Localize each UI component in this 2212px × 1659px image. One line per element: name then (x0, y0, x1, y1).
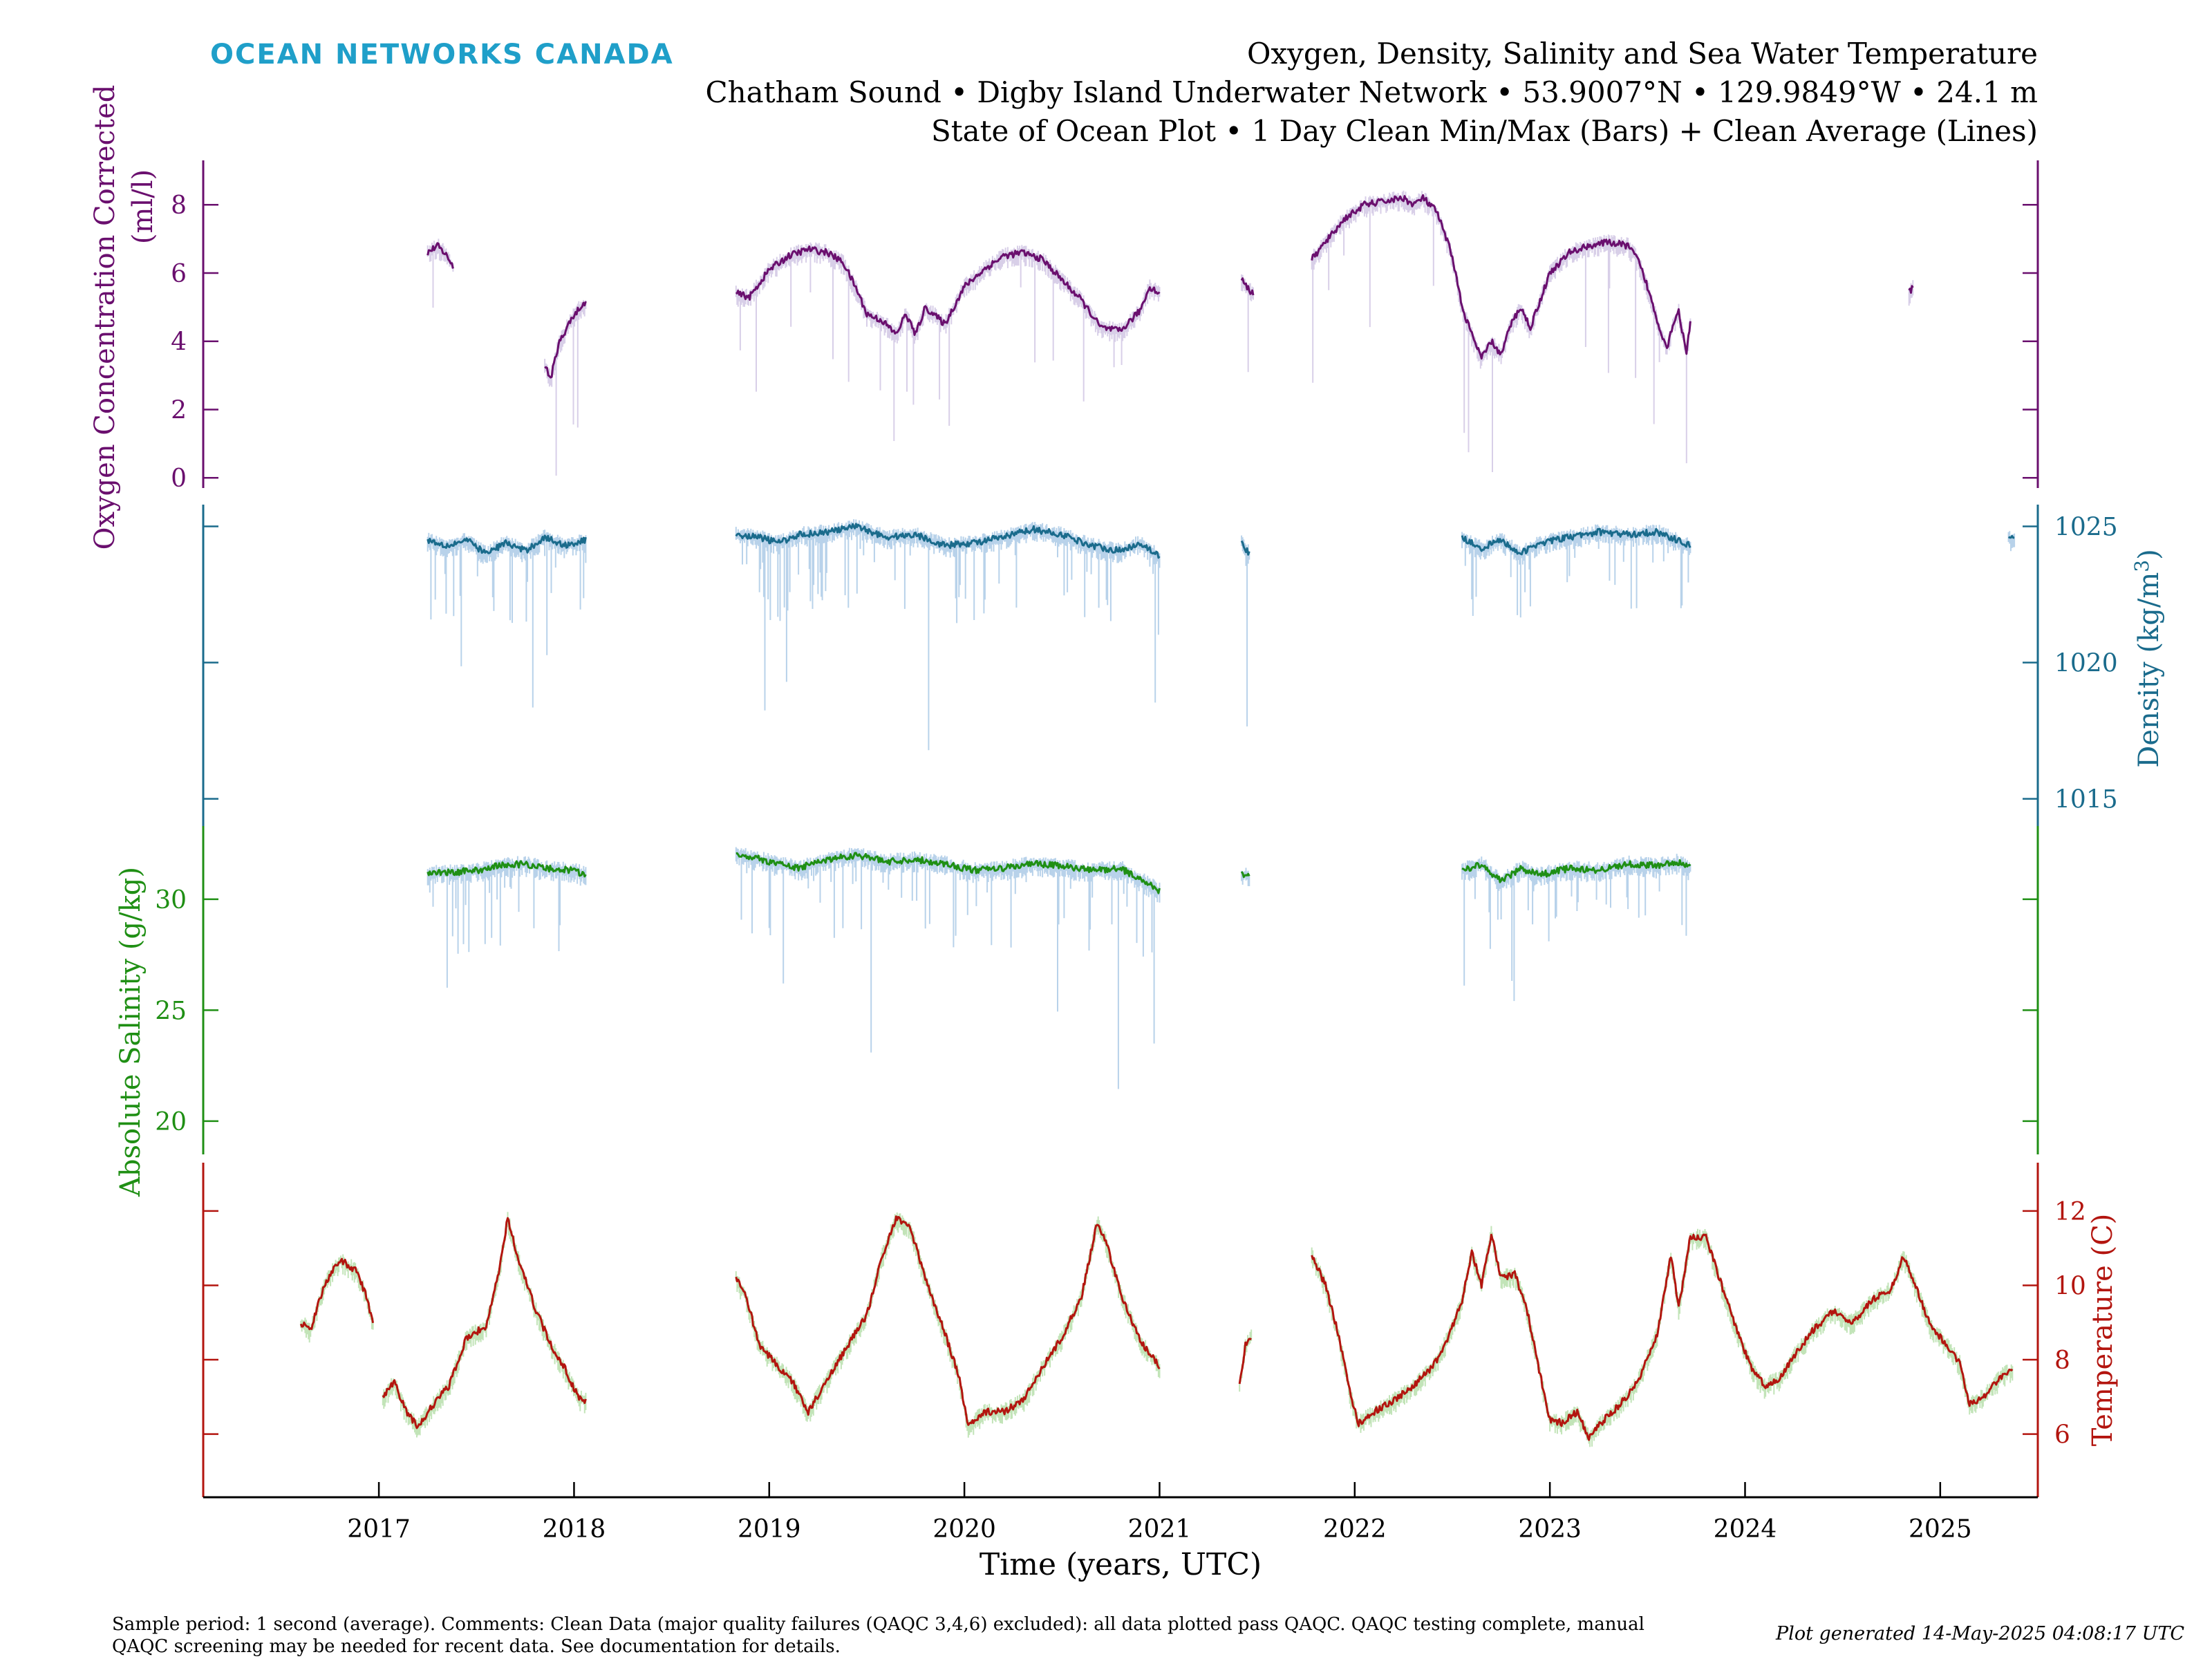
temperature-minmax-bars (382, 1212, 587, 1438)
salinity-tick-label: 20 (155, 1108, 187, 1136)
oxygen-axis-unit: (ml/l) (127, 169, 159, 244)
oxygen-axis-label: Oxygen Concentration Corrected (89, 85, 121, 550)
density-minmax-bars (1461, 524, 1691, 618)
x-tick-label: 2023 (1518, 1515, 1582, 1544)
salinity-average-line (1240, 871, 1250, 879)
x-tick-label: 2024 (1714, 1515, 1777, 1544)
brand-logo: OCEAN NETWORKS CANADA (210, 39, 674, 71)
oxygen-tick-label: 0 (171, 465, 187, 493)
salinity-average-line (427, 860, 587, 878)
density-average-line (427, 534, 587, 554)
x-tick-label: 2022 (1323, 1515, 1387, 1544)
temperature-average-line (1311, 1233, 2014, 1441)
salinity-axis-label: Absolute Salinity (g/kg) (115, 867, 147, 1197)
density-axis-label: Density (kg/m3) (2130, 549, 2165, 768)
oxygen-minmax-bars (1311, 190, 1691, 472)
density-minmax-bars (427, 529, 587, 708)
temperature-tick-label: 8 (2054, 1347, 2070, 1375)
temperature-axis-label: Temperature (C) (2087, 1214, 2119, 1447)
salinity-tick-label: 25 (155, 997, 187, 1025)
salinity-tick-label: 30 (155, 886, 187, 915)
oxygen-average-line (544, 301, 587, 379)
density-average-line (735, 523, 1161, 559)
density-minmax-bars (735, 519, 1161, 751)
salinity-average-line (735, 852, 1161, 894)
oxygen-average-line (427, 242, 454, 269)
x-tick-label: 2017 (347, 1515, 411, 1544)
salinity-average-line (1461, 859, 1691, 883)
salinity-minmax-bars (735, 847, 1161, 1089)
density-tick-label: 1015 (2054, 786, 2118, 814)
density-average-line (1240, 540, 1250, 556)
density-minmax-bars (2007, 531, 2016, 552)
x-tick-label: 2019 (738, 1515, 801, 1544)
footer-note-line-1: Sample period: 1 second (average). Comme… (112, 1614, 1644, 1635)
temperature-average-line (735, 1215, 1161, 1426)
salinity-minmax-bars (427, 856, 587, 988)
density-minmax-bars (1241, 535, 1250, 727)
generated-timestamp: Plot generated 14-May-2025 04:08:17 UTC (1776, 1623, 2184, 1644)
footer-note-line-2: QAQC screening may be needed for recent … (112, 1636, 841, 1657)
density-average-line (2007, 535, 2015, 539)
density-average-line (1461, 527, 1691, 556)
density-tick-label: 1025 (2054, 514, 2118, 542)
temperature-average-line (382, 1217, 587, 1430)
x-tick-label: 2025 (1909, 1515, 1972, 1544)
oxygen-tick-label: 6 (171, 260, 187, 288)
temperature-average-line (1238, 1338, 1252, 1385)
oxygen-minmax-bars (544, 300, 587, 476)
oxygen-minmax-bars (735, 242, 1161, 441)
plot-area: 0 2 4 6 8 Oxygen Concentration Corrected (ml/l… (89, 85, 2165, 1582)
chart-title-line-3: State of Ocean Plot • 1 Day Clean Min/Ma… (931, 114, 2038, 148)
footer-note: Sample period: 1 second (average). Comme… (112, 1613, 1644, 1658)
chart-title-line-1: Oxygen, Density, Salinity and Sea Water … (1247, 37, 2038, 71)
oxygen-tick-label: 4 (171, 328, 187, 357)
oxygen-average-line (1240, 277, 1255, 296)
oxygen-average-line (1311, 194, 1691, 360)
temperature-average-line (299, 1257, 375, 1331)
oxygen-tick-label: 2 (171, 396, 187, 424)
density-tick-label: 1020 (2054, 650, 2118, 678)
temperature-tick-label: 6 (2054, 1421, 2070, 1450)
chart-titles: Oxygen, Density, Salinity and Sea Water … (705, 37, 2038, 148)
temperature-tick-label: 12 (2054, 1198, 2086, 1226)
chart-title-line-2: Chatham Sound • Digby Island Underwater … (705, 75, 2038, 109)
x-axis-label: Time (years, UTC) (980, 1547, 1262, 1582)
temperature-tick-label: 10 (2054, 1272, 2086, 1300)
x-tick-label: 2018 (543, 1515, 606, 1544)
oxygen-average-line (1908, 285, 1914, 294)
oxygen-average-line (735, 245, 1161, 336)
temperature-minmax-bars (735, 1212, 1161, 1438)
oxygen-tick-label: 8 (171, 191, 187, 220)
x-tick-label: 2021 (1128, 1515, 1192, 1544)
x-tick-label: 2020 (932, 1515, 996, 1544)
temperature-minmax-bars (1311, 1226, 2014, 1447)
